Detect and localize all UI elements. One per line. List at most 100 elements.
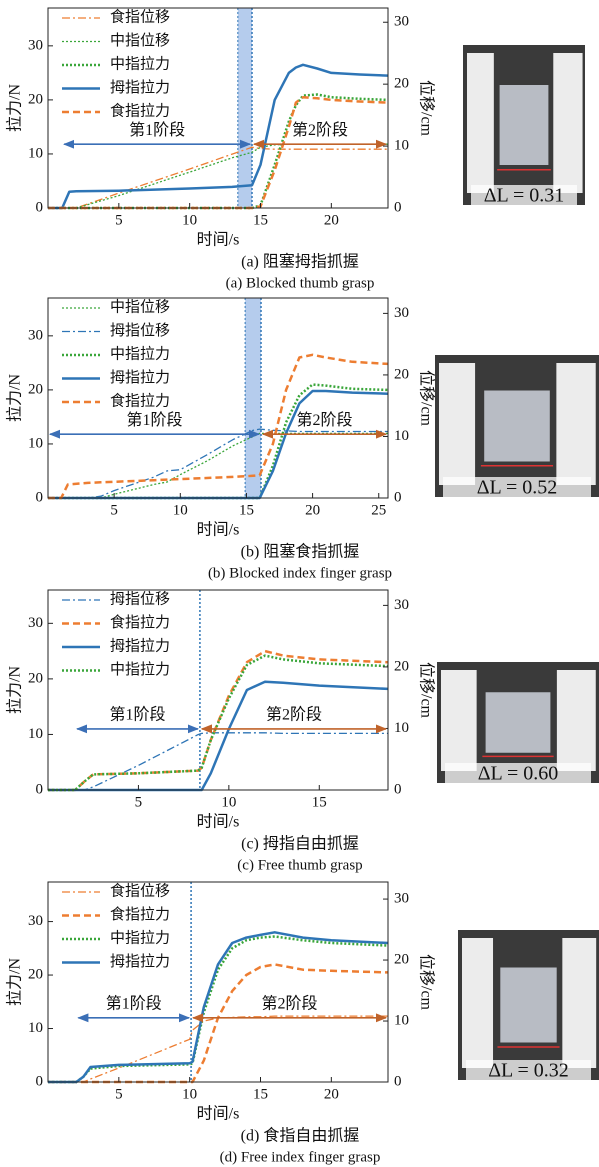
y2-tick-label: 0: [394, 1073, 402, 1089]
photo-label: ΔL = 0.31: [484, 185, 565, 207]
stage-label: 第1阶段: [106, 995, 162, 1013]
photo-block-right: [562, 938, 596, 1068]
caption-cn: (c) 拇指自由抓握: [241, 835, 359, 853]
stage-label: 第2阶段: [262, 995, 318, 1013]
x-tick-label: 5: [110, 502, 118, 518]
y2-axis-label: 位移/cm: [417, 370, 435, 427]
y-tick-label: 0: [36, 199, 44, 215]
photo-block-left: [439, 363, 475, 485]
y-axis-label: 拉力/N: [6, 958, 24, 1006]
y-tick-label: 20: [28, 670, 43, 686]
y-tick-label: 0: [36, 1073, 44, 1089]
caption-en: (a) Blocked thumb grasp: [226, 275, 375, 291]
legend-label: 食指拉力: [110, 392, 170, 409]
photo-block-left: [462, 938, 493, 1068]
legend-label: 拇指拉力: [110, 79, 170, 96]
stage-label: 第2阶段: [296, 411, 352, 429]
legend-label: 拇指拉力: [110, 953, 170, 970]
stage-label: 第2阶段: [292, 121, 348, 139]
y-tick-label: 30: [28, 327, 43, 343]
x-axis-label: 时间/s: [197, 521, 240, 539]
y-axis-label: 拉力/N: [6, 374, 24, 422]
y-tick-label: 20: [28, 381, 43, 397]
y2-tick-label: 10: [394, 720, 409, 736]
y2-tick-label: 30: [394, 14, 409, 30]
photo-block-right: [553, 53, 582, 193]
shaded-span: [238, 8, 252, 208]
y-tick-label: 10: [28, 145, 43, 161]
caption-cn: (b) 阻塞食指抓握: [241, 543, 360, 561]
x-tick-label: 5: [135, 794, 143, 810]
legend-label: 拇指拉力: [110, 637, 170, 654]
series-line: [48, 733, 388, 790]
legend-label: 食指拉力: [110, 906, 170, 923]
stage-label: 第1阶段: [126, 411, 182, 429]
stage-label: 第2阶段: [266, 706, 322, 724]
legend-label: 中指拉力: [110, 929, 170, 946]
photo-block-left: [441, 670, 477, 771]
y2-axis-label: 位移/cm: [417, 954, 435, 1011]
x-tick-label: 20: [305, 502, 320, 518]
shaded-span: [245, 298, 261, 498]
x-tick-label: 20: [324, 1086, 339, 1102]
series-line: [48, 144, 388, 208]
series-line: [48, 147, 388, 208]
y2-tick-label: 20: [394, 951, 409, 967]
plot-frame: [48, 882, 388, 1082]
photo-block-right: [557, 670, 596, 771]
y2-tick-label: 0: [394, 199, 402, 215]
y-tick-label: 10: [28, 435, 43, 451]
x-axis-label: 时间/s: [197, 1105, 240, 1123]
caption-en: (c) Free thumb grasp: [237, 857, 362, 873]
y2-tick-label: 0: [394, 781, 402, 797]
y2-tick-label: 30: [394, 891, 409, 907]
series-line: [48, 937, 388, 1083]
y2-tick-label: 10: [394, 428, 409, 444]
legend-label: 拇指位移: [110, 590, 170, 607]
y-tick-label: 30: [28, 615, 43, 631]
legend-label: 食指拉力: [110, 102, 170, 119]
x-tick-label: 10: [182, 1086, 197, 1102]
y2-tick-label: 20: [394, 366, 409, 382]
stage-label: 第1阶段: [129, 121, 185, 139]
plot-frame: [48, 590, 388, 790]
series-line: [48, 656, 388, 790]
x-tick-label: 5: [115, 212, 123, 228]
plot-frame: [48, 298, 388, 498]
y2-tick-label: 10: [394, 138, 409, 154]
photo-label: ΔL = 0.32: [488, 1060, 569, 1082]
x-tick-label: 15: [239, 502, 254, 518]
y2-tick-label: 20: [394, 658, 409, 674]
photo-mechanism: [500, 85, 549, 165]
x-tick-label: 20: [324, 212, 339, 228]
photo-mechanism: [484, 391, 550, 462]
y2-tick-label: 30: [394, 305, 409, 321]
y-tick-label: 20: [28, 91, 43, 107]
y-tick-label: 30: [28, 913, 43, 929]
legend-label: 中指拉力: [110, 661, 170, 678]
legend-label: 食指位移: [110, 882, 170, 899]
x-tick-label: 10: [173, 502, 188, 518]
y2-tick-label: 0: [394, 489, 402, 505]
legend-label: 中指位移: [110, 298, 170, 315]
legend-label: 拇指位移: [110, 322, 170, 339]
y-tick-label: 0: [36, 781, 44, 797]
x-tick-label: 25: [371, 502, 386, 518]
legend-label: 食指拉力: [110, 614, 170, 631]
series-line: [48, 964, 388, 1082]
photo-mechanism: [500, 968, 556, 1043]
series-line: [48, 1016, 388, 1082]
caption-cn: (a) 阻塞拇指抓握: [241, 253, 359, 271]
y-tick-label: 0: [36, 489, 44, 505]
legend-label: 拇指拉力: [110, 369, 170, 386]
photo-block-right: [556, 363, 595, 485]
x-tick-label: 10: [221, 794, 236, 810]
series-line: [48, 429, 388, 498]
y2-axis-label: 位移/cm: [417, 662, 435, 719]
x-axis-label: 时间/s: [197, 813, 240, 831]
photo-mechanism: [486, 692, 551, 753]
x-axis-label: 时间/s: [197, 231, 240, 249]
y2-axis-label: 位移/cm: [417, 80, 435, 137]
x-tick-label: 15: [312, 794, 327, 810]
y-tick-label: 10: [28, 1020, 43, 1036]
